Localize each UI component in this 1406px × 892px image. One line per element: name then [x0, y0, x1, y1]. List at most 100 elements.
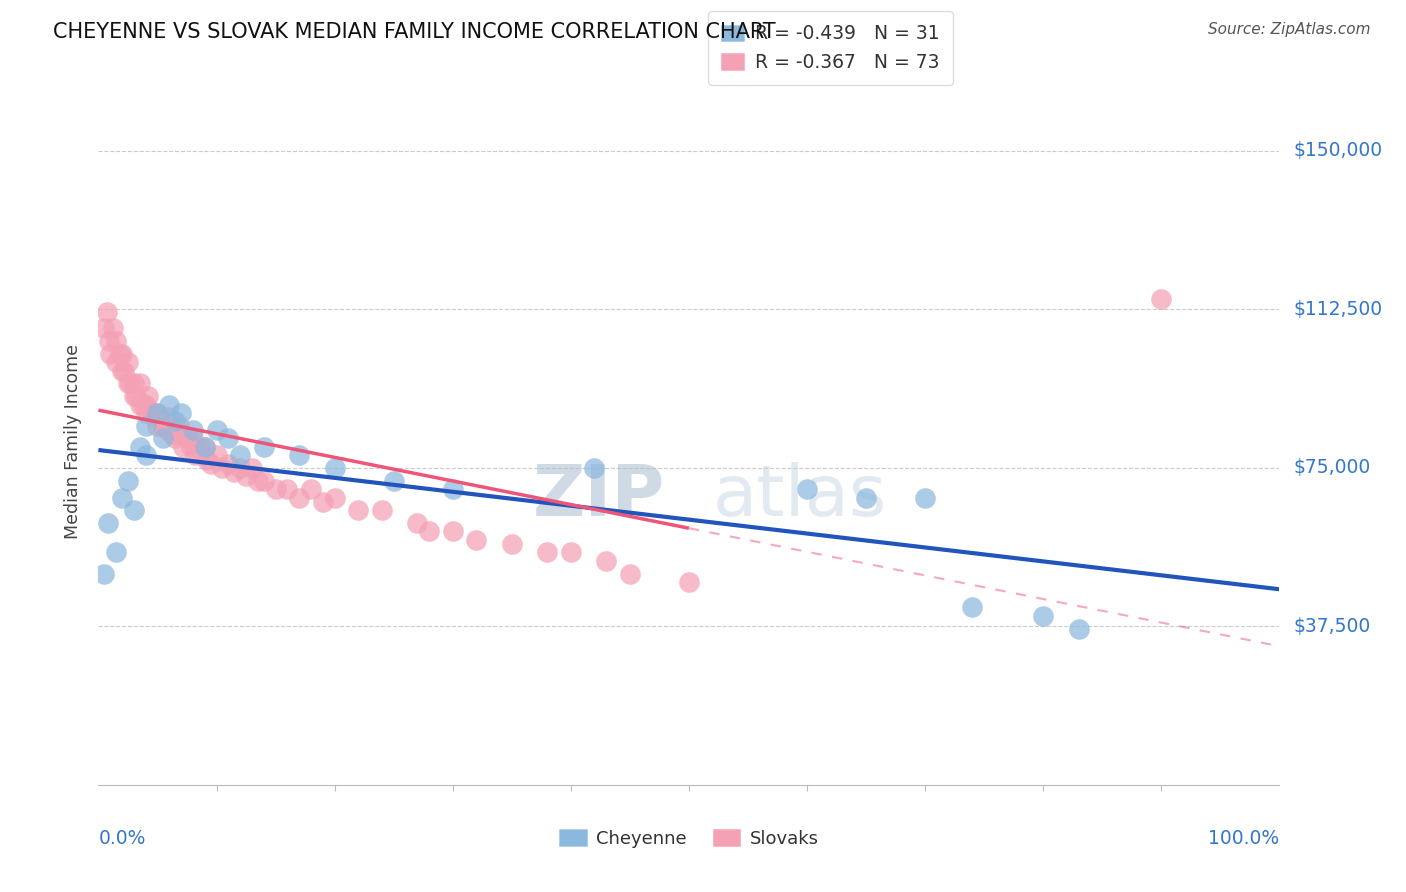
Point — [441, 482, 464, 496]
Point — [536, 545, 558, 559]
Text: $75,000: $75,000 — [1294, 458, 1371, 477]
Point — [108, 347, 131, 361]
Text: $37,500: $37,500 — [1294, 617, 1371, 636]
Point — [117, 474, 139, 488]
Point — [157, 410, 180, 425]
Point — [128, 376, 150, 391]
Point — [187, 440, 209, 454]
Point — [98, 347, 121, 361]
Point — [796, 482, 818, 496]
Point — [136, 389, 159, 403]
Point — [288, 491, 311, 505]
Point — [1067, 622, 1090, 636]
Point — [501, 537, 523, 551]
Point — [111, 491, 134, 505]
Point — [323, 461, 346, 475]
Point — [205, 448, 228, 462]
Y-axis label: Median Family Income: Median Family Income — [65, 344, 83, 539]
Point — [165, 414, 187, 428]
Point — [105, 355, 128, 369]
Point — [619, 566, 641, 581]
Text: CHEYENNE VS SLOVAK MEDIAN FAMILY INCOME CORRELATION CHART: CHEYENNE VS SLOVAK MEDIAN FAMILY INCOME … — [53, 22, 776, 42]
Point — [149, 410, 172, 425]
Point — [111, 347, 134, 361]
Point — [105, 334, 128, 348]
Point — [172, 440, 194, 454]
Point — [142, 410, 165, 425]
Point — [170, 427, 193, 442]
Point — [194, 440, 217, 454]
Point — [101, 321, 124, 335]
Point — [246, 474, 269, 488]
Point — [200, 457, 222, 471]
Point — [120, 376, 142, 391]
Point — [96, 304, 118, 318]
Point — [122, 389, 145, 403]
Point — [117, 355, 139, 369]
Point — [465, 533, 488, 547]
Legend: Cheyenne, Slovaks: Cheyenne, Slovaks — [553, 822, 825, 855]
Point — [406, 516, 429, 530]
Point — [165, 431, 187, 445]
Point — [217, 431, 239, 445]
Point — [128, 440, 150, 454]
Point — [240, 461, 263, 475]
Text: 100.0%: 100.0% — [1208, 830, 1279, 848]
Point — [229, 448, 252, 462]
Point — [347, 503, 370, 517]
Point — [156, 423, 179, 437]
Point — [253, 474, 276, 488]
Point — [146, 406, 169, 420]
Point — [914, 491, 936, 505]
Point — [1032, 608, 1054, 623]
Point — [583, 461, 606, 475]
Point — [157, 398, 180, 412]
Point — [146, 418, 169, 433]
Point — [122, 376, 145, 391]
Point — [253, 440, 276, 454]
Point — [112, 364, 135, 378]
Point — [152, 431, 174, 445]
Point — [167, 418, 190, 433]
Point — [1150, 292, 1173, 306]
Point — [418, 524, 440, 539]
Point — [217, 457, 239, 471]
Point — [264, 482, 287, 496]
Point — [176, 431, 198, 445]
Point — [135, 448, 157, 462]
Point — [441, 524, 464, 539]
Point — [105, 545, 128, 559]
Point — [135, 398, 157, 412]
Point — [195, 452, 218, 467]
Point — [855, 491, 877, 505]
Point — [288, 448, 311, 462]
Point — [152, 418, 174, 433]
Text: $150,000: $150,000 — [1294, 142, 1382, 161]
Point — [93, 321, 115, 335]
Point — [181, 431, 204, 445]
Point — [128, 398, 150, 412]
Point — [962, 600, 984, 615]
Point — [371, 503, 394, 517]
Point — [224, 465, 246, 479]
Point — [125, 389, 148, 403]
Point — [135, 406, 157, 420]
Text: atlas: atlas — [713, 462, 887, 531]
Point — [211, 461, 233, 475]
Point — [191, 448, 214, 462]
Text: Source: ZipAtlas.com: Source: ZipAtlas.com — [1208, 22, 1371, 37]
Point — [160, 427, 183, 442]
Point — [205, 423, 228, 437]
Point — [235, 469, 257, 483]
Point — [382, 474, 405, 488]
Point — [132, 398, 155, 412]
Point — [595, 554, 617, 568]
Text: $112,500: $112,500 — [1294, 300, 1382, 319]
Point — [180, 440, 202, 454]
Point — [229, 461, 252, 475]
Point — [276, 482, 298, 496]
Point — [170, 406, 193, 420]
Point — [323, 491, 346, 505]
Point — [97, 516, 120, 530]
Point — [194, 440, 217, 454]
